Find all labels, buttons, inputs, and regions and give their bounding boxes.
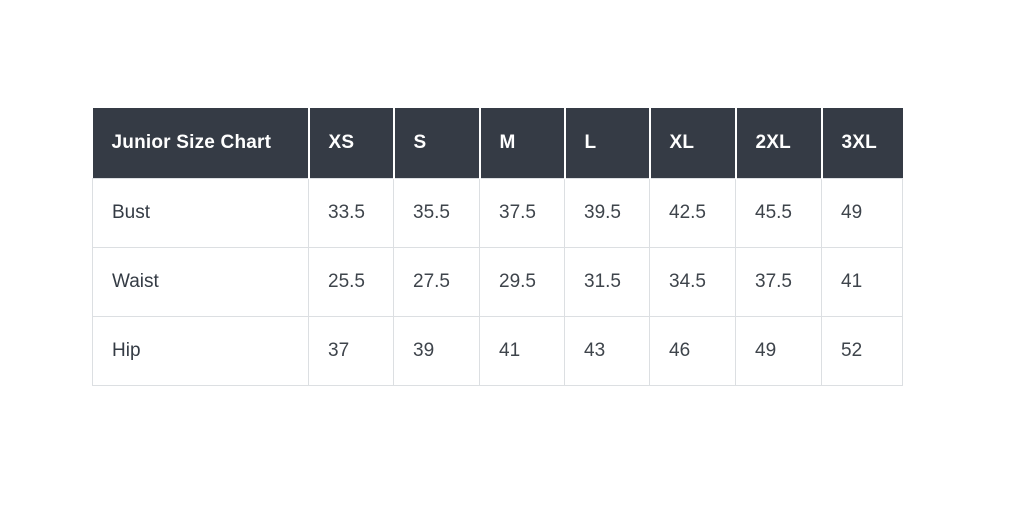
cell-waist-m: 29.5 (479, 247, 565, 317)
cell-bust-2xl: 45.5 (735, 178, 822, 248)
cell-hip-xs: 37 (308, 316, 394, 386)
cell-waist-l: 31.5 (564, 247, 650, 317)
row-label-bust: Bust (92, 178, 309, 248)
cell-hip-m: 41 (479, 316, 565, 386)
cell-hip-xl: 46 (649, 316, 736, 386)
cell-waist-3xl: 41 (821, 247, 903, 317)
cell-bust-s: 35.5 (393, 178, 480, 248)
cell-hip-2xl: 49 (735, 316, 822, 386)
table-title: Junior Size Chart (92, 108, 310, 179)
cell-bust-xl: 42.5 (649, 178, 736, 248)
cell-waist-s: 27.5 (393, 247, 480, 317)
column-header-3xl: 3XL (821, 108, 903, 179)
junior-size-chart: Junior Size Chart XS S M L XL 2XL 3XL Bu… (92, 108, 903, 386)
row-label-waist: Waist (92, 247, 309, 317)
column-header-2xl: 2XL (735, 108, 823, 179)
table-row-waist: Waist 25.5 27.5 29.5 31.5 34.5 37.5 41 (92, 247, 903, 317)
cell-hip-3xl: 52 (821, 316, 903, 386)
cell-waist-xl: 34.5 (649, 247, 736, 317)
column-header-l: L (564, 108, 651, 179)
column-header-xl: XL (649, 108, 737, 179)
column-header-s: S (393, 108, 481, 179)
cell-bust-3xl: 49 (821, 178, 903, 248)
cell-waist-2xl: 37.5 (735, 247, 822, 317)
cell-hip-s: 39 (393, 316, 480, 386)
column-header-m: M (479, 108, 566, 179)
cell-bust-xs: 33.5 (308, 178, 394, 248)
cell-waist-xs: 25.5 (308, 247, 394, 317)
size-chart-table: Junior Size Chart XS S M L XL 2XL 3XL Bu… (92, 108, 903, 386)
cell-hip-l: 43 (564, 316, 650, 386)
table-row-bust: Bust 33.5 35.5 37.5 39.5 42.5 45.5 49 (92, 178, 903, 248)
cell-bust-m: 37.5 (479, 178, 565, 248)
cell-bust-l: 39.5 (564, 178, 650, 248)
header-row: Junior Size Chart XS S M L XL 2XL 3XL (92, 108, 903, 179)
row-label-hip: Hip (92, 316, 309, 386)
column-header-xs: XS (308, 108, 395, 179)
table-row-hip: Hip 37 39 41 43 46 49 52 (92, 316, 903, 386)
